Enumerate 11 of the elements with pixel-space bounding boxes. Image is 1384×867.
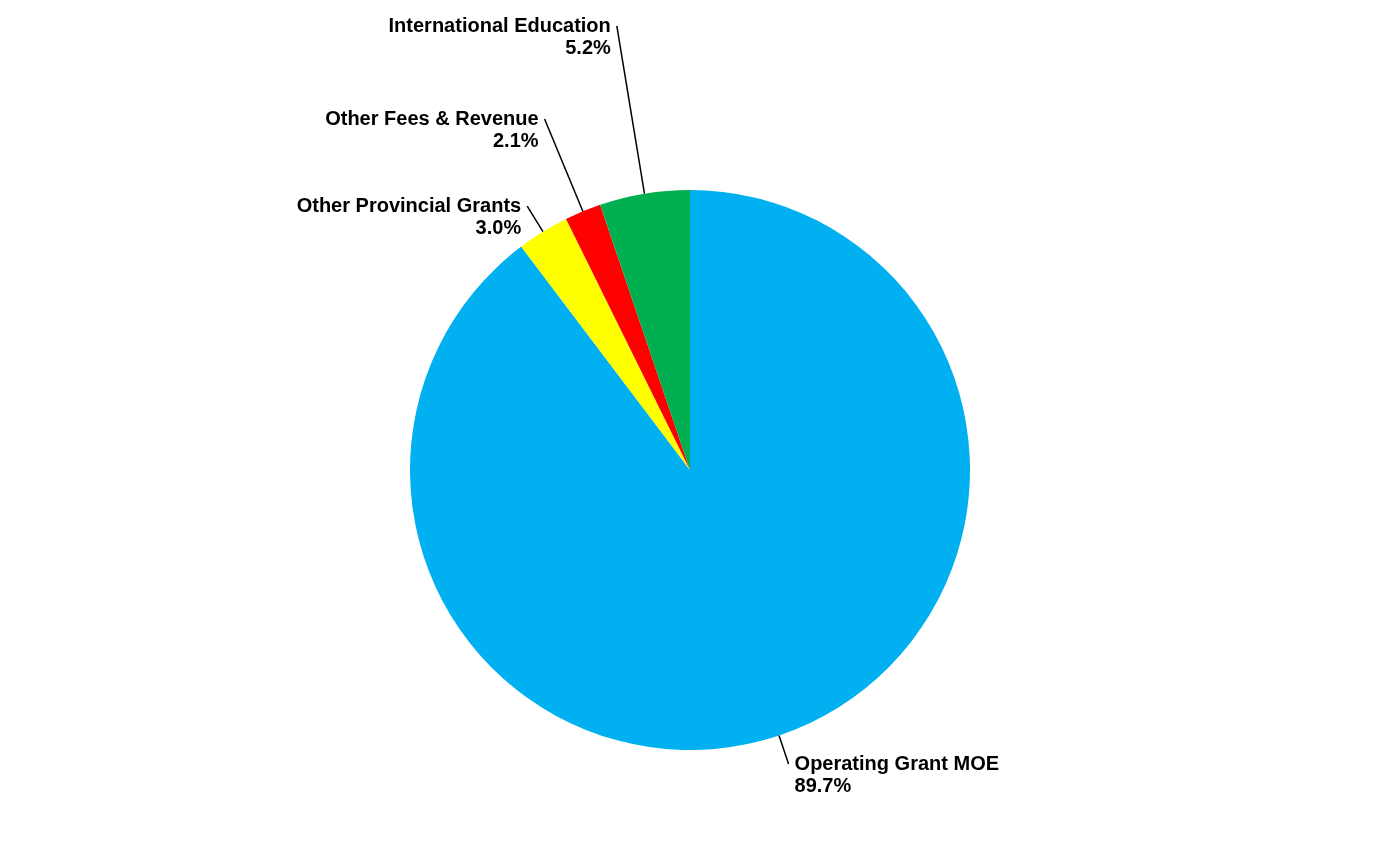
- data-label: 3.0%: [475, 216, 522, 239]
- pie-slice: [566, 204, 690, 470]
- slice-label: Other Fees & Revenue: [325, 106, 539, 129]
- data-label: 89.7%: [794, 773, 852, 796]
- slice-label: Other Provincial Grants: [296, 194, 522, 217]
- slice-label: International Education: [388, 13, 611, 36]
- pie-slice: [521, 218, 690, 470]
- pie-slice: [600, 190, 690, 470]
- data-label: 5.2%: [565, 35, 612, 58]
- data-label: 2.1%: [492, 128, 539, 151]
- slice-label: Operating Grant MOE: [794, 751, 1000, 774]
